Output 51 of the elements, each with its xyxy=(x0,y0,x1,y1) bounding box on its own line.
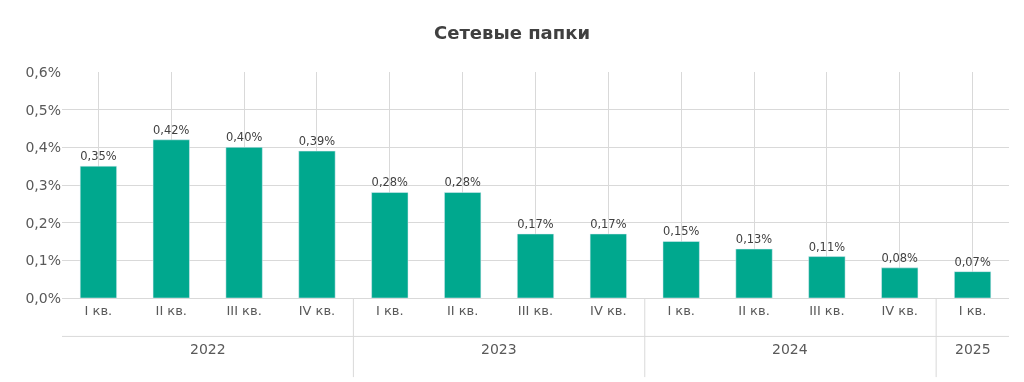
bar xyxy=(225,147,263,298)
data-label: 0,17% xyxy=(590,216,627,231)
y-tick-label: 0,1% xyxy=(25,252,61,269)
x-tick-label: III кв. xyxy=(226,302,262,318)
bar xyxy=(735,248,773,298)
y-tick-label: 0,3% xyxy=(25,176,61,193)
data-label: 0,07% xyxy=(954,254,991,269)
bar xyxy=(371,192,409,298)
data-label: 0,42% xyxy=(153,122,190,137)
y-tick-label: 0,2% xyxy=(25,214,61,231)
text: 2022 xyxy=(190,341,226,357)
data-label: 0,35% xyxy=(80,149,117,164)
data-label: 0,40% xyxy=(225,130,263,145)
data-label: 0,28% xyxy=(371,175,409,190)
data-label: 0,17% xyxy=(517,216,554,231)
text: 2025 xyxy=(955,341,991,357)
bar xyxy=(79,165,117,298)
x-tick-label: I кв. xyxy=(958,302,987,318)
y-tick-label: 0,4% xyxy=(25,139,61,156)
x-tick-label: II кв. xyxy=(446,302,479,318)
bar xyxy=(152,139,190,298)
y-tick-label: 0,6% xyxy=(25,63,61,80)
data-label: 0,13% xyxy=(735,231,773,246)
bar xyxy=(662,241,700,298)
x-tick-label: IV кв. xyxy=(298,302,336,318)
bar xyxy=(589,233,627,298)
data-label: 0,15% xyxy=(662,224,700,239)
x-tick-label: I кв. xyxy=(667,302,695,318)
bar xyxy=(881,267,919,298)
y-tick-label: 0,5% xyxy=(25,101,61,118)
chart-title: Сетевые папки xyxy=(433,22,591,44)
bar xyxy=(444,192,482,298)
x-tick-label: III кв. xyxy=(809,302,845,318)
text: 2023 xyxy=(481,341,517,357)
x-tick-label: I кв. xyxy=(84,302,113,318)
x-tick-label: II кв. xyxy=(155,302,187,318)
x-tick-label: IV кв. xyxy=(590,302,627,318)
bar xyxy=(954,271,992,298)
x-tick-label: III кв. xyxy=(517,302,554,318)
bar xyxy=(517,233,554,298)
x-tick-label: IV кв. xyxy=(881,302,918,318)
data-label: 0,28% xyxy=(444,175,481,190)
bar xyxy=(808,256,846,298)
data-label: 0,39% xyxy=(298,134,336,149)
x-tick-label: II кв. xyxy=(738,302,770,318)
text: 2024 xyxy=(772,341,808,357)
data-label: 0,08% xyxy=(881,250,919,265)
x-tick-label: I кв. xyxy=(376,302,404,318)
bar xyxy=(298,150,336,298)
data-label: 0,11% xyxy=(808,239,846,254)
y-tick-label: 0,0% xyxy=(25,289,61,306)
